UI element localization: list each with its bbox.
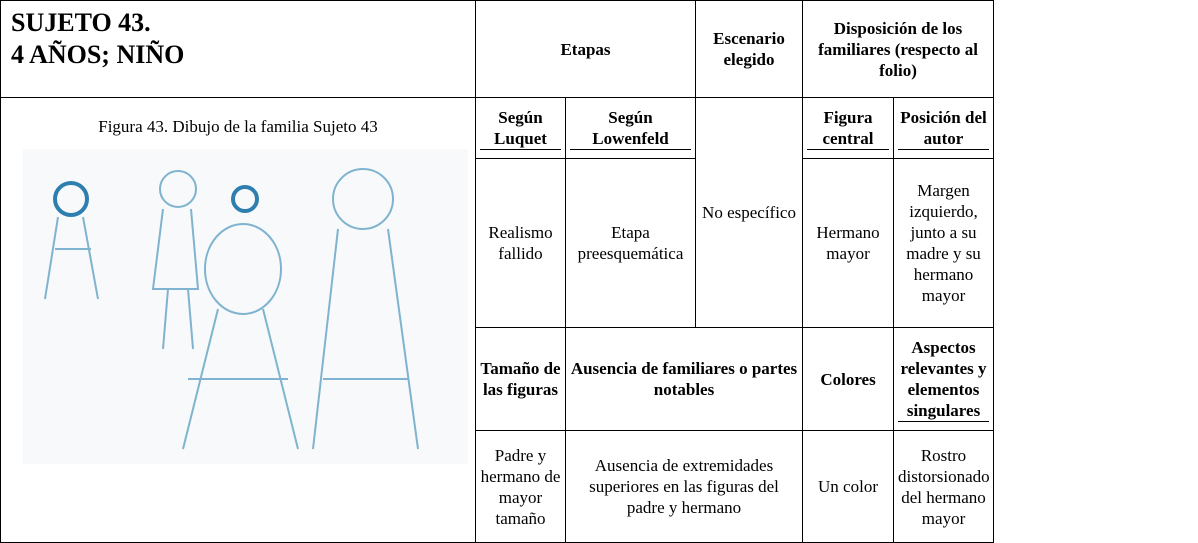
title-cell: SUJETO 43. 4 AÑOS; NIÑO [0,0,476,98]
header-cell: Colores [802,327,895,431]
header-cell: Posición del autor [893,97,995,159]
sub-header: Según Luquet [480,107,561,150]
sub-header: Aspectos relevantes y elementos singular… [898,337,990,422]
header-cell: Aspectos relevantes y elementos singular… [893,327,995,431]
header-cell: Figura central [802,97,895,159]
sub-header: Posición del autor [898,107,990,150]
value-cell: Realismo fallido [475,158,566,328]
value-cell: No específico [695,97,804,328]
value-cell: Etapa preesquemática [564,158,697,328]
header-cell: Etapas [474,0,697,98]
value-cell: Un color [802,430,895,543]
header-cell: Tamaño de las figuras [475,327,566,431]
header-cell: Según Lowenfeld [564,97,697,159]
value-cell: Hermano mayor [802,158,895,328]
header-cell: Ausencia de familiares o partes notables [564,327,804,431]
figure-caption: Figura 43. Dibujo de la familia Sujeto 4… [98,117,378,136]
subject-table: SUJETO 43. 4 AÑOS; NIÑO Etapas Escenario… [0,0,995,543]
header-cell: Según Luquet [475,97,566,159]
value-cell: Rostro distorsionado del hermano mayor [893,430,995,543]
value-cell: Margen izquierdo, junto a su madre y su … [893,158,995,328]
header-cell: Escenario elegido [695,0,804,98]
title-line: SUJETO 43. [11,8,151,37]
figure-cell: Figura 43. Dibujo de la familia Sujeto 4… [0,97,476,543]
family-drawing [23,149,468,464]
header-cell: Disposición de los familiares (respecto … [802,0,995,98]
value-cell: Ausencia de extremidades superiores en l… [564,430,804,543]
sub-header: Según Lowenfeld [570,107,692,150]
value-cell: Padre y hermano de mayor tamaño [475,430,566,543]
sub-header: Figura central [807,107,890,150]
title-line: 4 AÑOS; NIÑO [11,40,185,69]
